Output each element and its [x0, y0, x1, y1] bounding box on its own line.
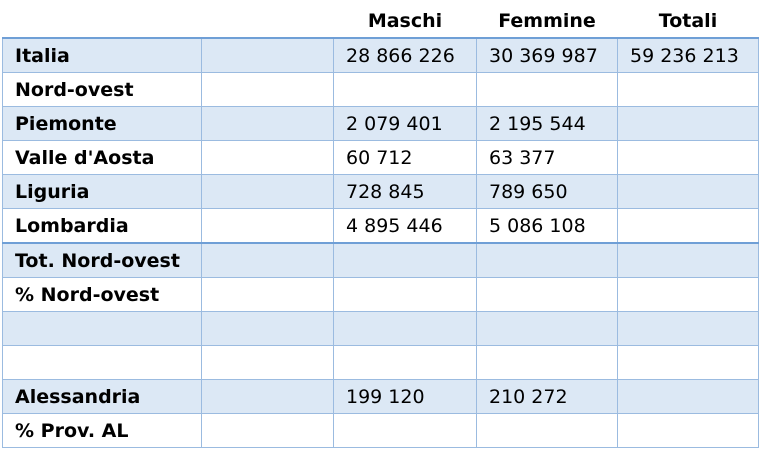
femmine-cell: 30 369 987: [476, 37, 618, 73]
totali-cell: [617, 140, 759, 175]
blank-cell: [201, 106, 334, 141]
blank-cell: [201, 413, 334, 448]
blank-cell: [201, 174, 334, 209]
row-label: Alessandria: [2, 379, 202, 414]
femmine-cell: [476, 413, 618, 448]
blank-cell: [201, 242, 334, 278]
row-label: Lombardia: [2, 208, 202, 244]
totali-cell: 59 236 213: [617, 37, 759, 73]
femmine-cell: 210 272: [476, 379, 618, 414]
row-label: Piemonte: [2, 106, 202, 141]
blank-cell: [201, 72, 334, 107]
maschi-cell: 60 712: [333, 140, 477, 175]
header-cell-totali: Totali: [617, 4, 759, 39]
maschi-cell: 28 866 226: [333, 37, 477, 73]
table-row: Tot. Nord-ovest: [2, 242, 759, 278]
blank-cell: [201, 345, 334, 380]
femmine-cell: 789 650: [476, 174, 618, 209]
table-row: Liguria 728 845 789 650: [2, 174, 759, 209]
totali-cell: [617, 413, 759, 448]
totali-cell: [617, 208, 759, 244]
maschi-cell: [333, 345, 477, 380]
blank-cell: [201, 311, 334, 346]
header-cell-blank: [201, 4, 334, 39]
femmine-cell: 2 195 544: [476, 106, 618, 141]
population-table: Maschi Femmine Totali Italia 28 866 226 …: [2, 4, 759, 448]
maschi-cell: 4 895 446: [333, 208, 477, 244]
maschi-cell: 2 079 401: [333, 106, 477, 141]
blank-cell: [201, 208, 334, 244]
femmine-cell: [476, 242, 618, 278]
blank-cell: [201, 37, 334, 73]
table-row: Piemonte 2 079 401 2 195 544: [2, 106, 759, 141]
maschi-cell: 728 845: [333, 174, 477, 209]
table-row: [2, 345, 759, 380]
blank-cell: [201, 379, 334, 414]
maschi-cell: [333, 242, 477, 278]
row-label: Tot. Nord-ovest: [2, 242, 202, 278]
femmine-cell: [476, 311, 618, 346]
totali-cell: [617, 106, 759, 141]
blank-cell: [201, 277, 334, 312]
maschi-cell: [333, 277, 477, 312]
header-cell-label: [2, 4, 202, 39]
header-cell-maschi: Maschi: [333, 4, 477, 39]
table-row: % Nord-ovest: [2, 277, 759, 312]
header-cell-femmine: Femmine: [476, 4, 618, 39]
totali-cell: [617, 345, 759, 380]
table-row: Nord-ovest: [2, 72, 759, 107]
totali-cell: [617, 72, 759, 107]
table-row: Valle d'Aosta 60 712 63 377: [2, 140, 759, 175]
row-label: Liguria: [2, 174, 202, 209]
femmine-cell: [476, 345, 618, 380]
row-label: % Prov. AL: [2, 413, 202, 448]
femmine-cell: [476, 277, 618, 312]
totali-cell: [617, 311, 759, 346]
totali-cell: [617, 242, 759, 278]
table-row: Alessandria 199 120 210 272: [2, 379, 759, 414]
blank-cell: [201, 140, 334, 175]
totali-cell: [617, 174, 759, 209]
row-label: [2, 311, 202, 346]
femmine-cell: [476, 72, 618, 107]
header-row: Maschi Femmine Totali: [2, 4, 759, 39]
row-label: Valle d'Aosta: [2, 140, 202, 175]
table-row: [2, 311, 759, 346]
totali-cell: [617, 379, 759, 414]
table-row: Lombardia 4 895 446 5 086 108: [2, 208, 759, 244]
table-row: % Prov. AL: [2, 413, 759, 448]
totali-cell: [617, 277, 759, 312]
row-label: % Nord-ovest: [2, 277, 202, 312]
row-label: [2, 345, 202, 380]
femmine-cell: 63 377: [476, 140, 618, 175]
maschi-cell: [333, 72, 477, 107]
maschi-cell: 199 120: [333, 379, 477, 414]
femmine-cell: 5 086 108: [476, 208, 618, 244]
maschi-cell: [333, 413, 477, 448]
row-label: Nord-ovest: [2, 72, 202, 107]
maschi-cell: [333, 311, 477, 346]
table-row: Italia 28 866 226 30 369 987 59 236 213: [2, 37, 759, 73]
row-label: Italia: [2, 37, 202, 73]
